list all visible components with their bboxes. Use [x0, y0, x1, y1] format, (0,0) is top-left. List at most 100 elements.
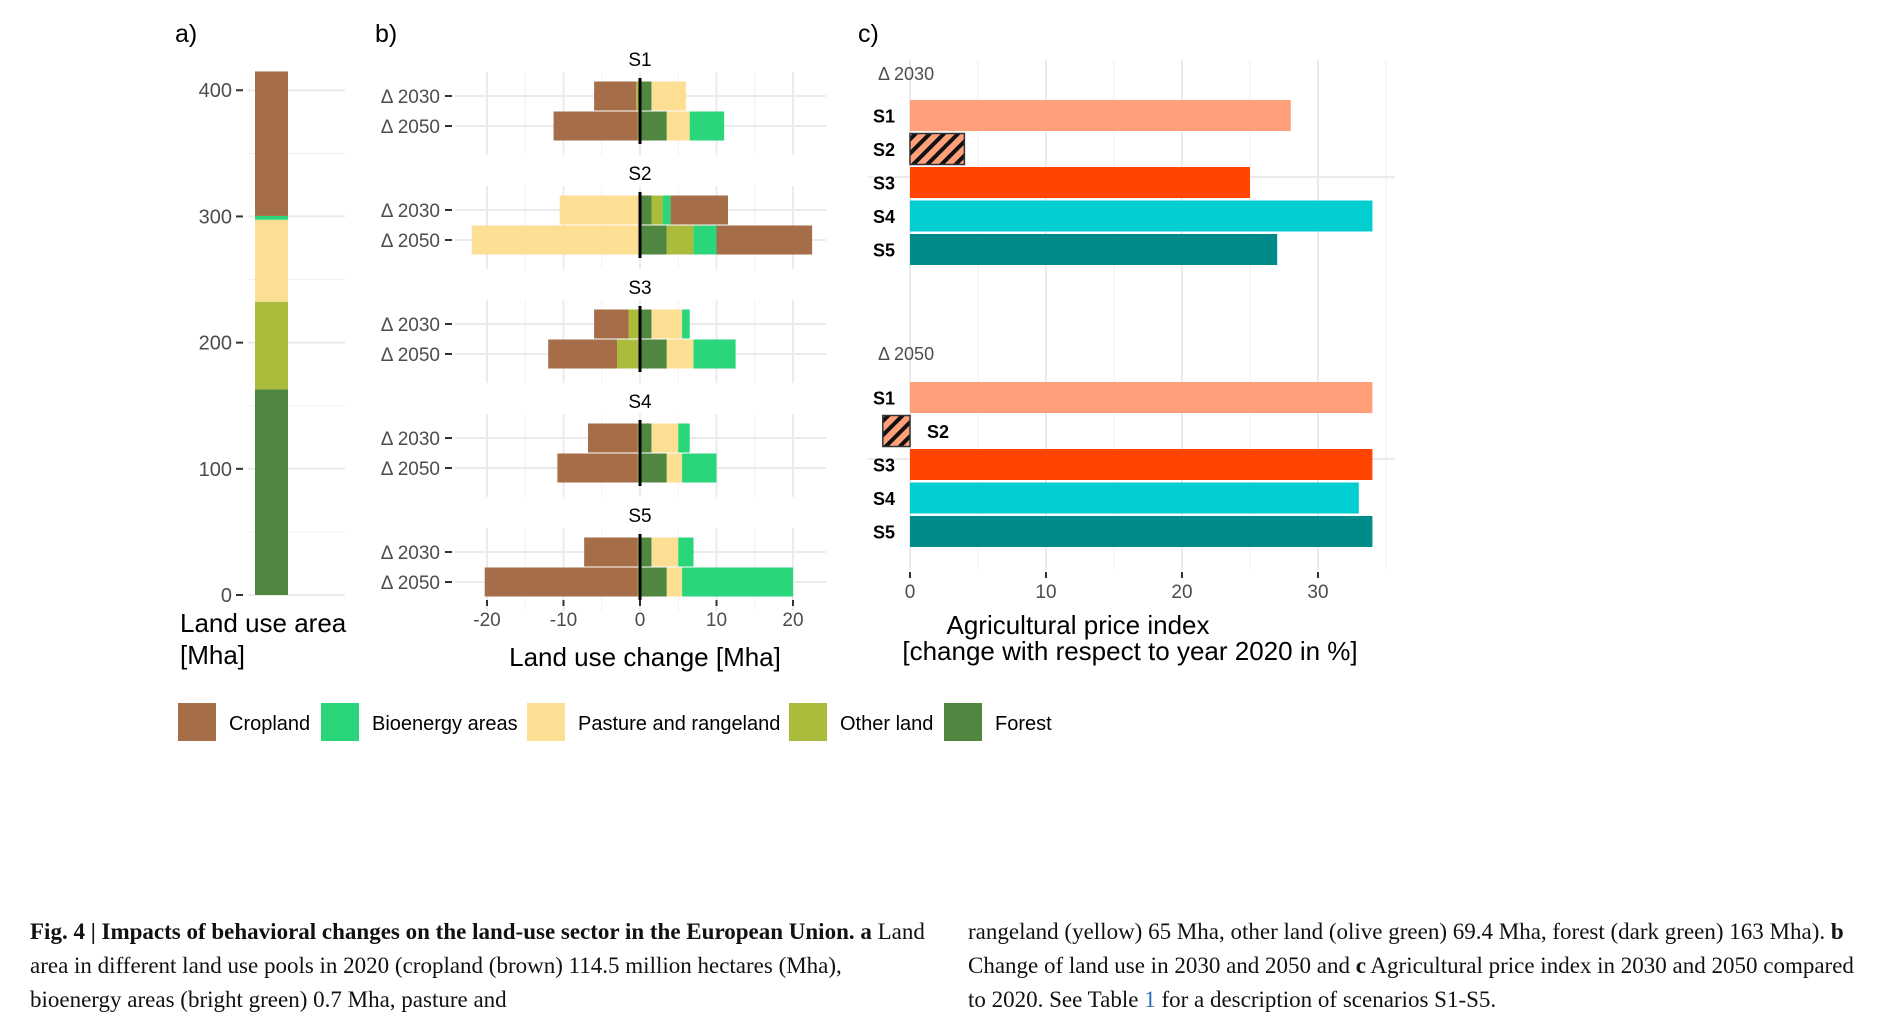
row-label: Δ 2030: [381, 543, 440, 564]
bar-bioenergy-positive: [682, 567, 793, 597]
row-label: Δ 2030: [381, 315, 440, 336]
bar-s1: [910, 382, 1373, 413]
category-label: S2: [873, 140, 895, 160]
category-label: S1: [873, 389, 895, 409]
bar-other_land-positive: [666, 225, 694, 255]
bar-pasture-positive: [651, 537, 679, 567]
caption-a: a: [854, 919, 872, 944]
row-label: Δ 2050: [381, 231, 440, 252]
bar-segment-bioenergy: [255, 215, 288, 220]
group-title: Δ 2050: [878, 344, 934, 364]
legend-label-forest: Forest: [995, 713, 1052, 735]
x-axis-label: Land use change [Mha]: [509, 642, 781, 672]
bar-pasture-positive: [651, 309, 683, 339]
x-tick-label: -20: [473, 610, 500, 631]
bar-pasture-negative: [471, 225, 640, 255]
facet-title: S2: [628, 164, 651, 185]
legend-swatch-pasture: [527, 703, 565, 741]
bar-s2: [882, 414, 911, 448]
bar-cropland-negative: [594, 81, 637, 111]
bar-pasture-positive: [666, 453, 683, 483]
legend-swatch-bioenergy: [321, 703, 359, 741]
caption-right-text-2: Change of land use in 2030 and 2050 and: [968, 953, 1350, 978]
caption-right-text-1: rangeland (yellow) 65 Mha, other land (o…: [968, 919, 1826, 944]
x-tick-label: 0: [905, 582, 916, 603]
bar-bioenergy-positive: [662, 195, 671, 225]
bar-other_land-negative: [636, 81, 640, 111]
bar-pasture-positive: [666, 567, 683, 597]
facet-title: S3: [628, 278, 651, 299]
category-label: S3: [873, 456, 895, 476]
bar-bioenergy-positive: [678, 423, 690, 453]
bar-cropland-negative: [584, 537, 638, 567]
row-label: Δ 2050: [381, 573, 440, 594]
category-label: S3: [873, 174, 895, 194]
row-label: Δ 2030: [381, 87, 440, 108]
caption-b: b: [1825, 919, 1844, 944]
bar-segment-other_land: [255, 301, 288, 390]
bar-forest-positive: [640, 339, 667, 369]
x-axis-label-line-2: [change with respect to year 2020 in %]: [902, 636, 1357, 666]
legend-label-other_land: Other land: [840, 713, 933, 735]
bar-forest-positive: [640, 195, 652, 225]
bar-forest-positive: [640, 567, 667, 597]
bar-s3: [910, 449, 1373, 480]
bar-cropland-negative: [484, 567, 638, 597]
row-label: Δ 2050: [381, 117, 440, 138]
caption-right-text-3: Agricultural price index in 2030 and 205…: [968, 953, 1854, 1012]
bar-forest-positive: [640, 423, 652, 453]
legend-swatch-forest: [944, 703, 982, 741]
bar-bioenergy-positive: [689, 111, 725, 141]
bar-segment-cropland: [255, 71, 288, 216]
bar-s4: [910, 482, 1359, 514]
bar-cropland-negative: [553, 111, 638, 141]
y-tick-label: 400: [199, 80, 232, 102]
bar-s1: [910, 100, 1291, 131]
y-tick-label: 100: [199, 459, 232, 481]
bar-s4: [910, 200, 1373, 232]
bar-bioenergy-positive: [682, 453, 717, 483]
bar-s3: [910, 167, 1250, 198]
axis-label-line: Land use area: [180, 608, 347, 638]
bar-pasture-negative: [559, 195, 640, 225]
bar-cropland-negative: [587, 423, 638, 453]
caption-c: c: [1349, 953, 1366, 978]
bar-bioenergy-positive: [693, 339, 736, 369]
y-tick-label: 300: [199, 206, 232, 228]
bar-pasture-positive: [666, 111, 690, 141]
caption-right: rangeland (yellow) 65 Mha, other land (o…: [968, 915, 1868, 1017]
legend-label-bioenergy: Bioenergy areas: [372, 713, 518, 735]
facet-title: S1: [628, 50, 651, 71]
x-tick-label: -10: [550, 610, 577, 631]
bar-s2: [909, 132, 966, 166]
table-link[interactable]: 1: [1138, 987, 1156, 1012]
facet-title: S4: [628, 392, 652, 413]
bar-cropland-positive: [670, 195, 728, 225]
panel-b-label: b): [375, 20, 397, 48]
axis-label-line: [Mha]: [180, 640, 245, 670]
category-label: S4: [873, 489, 895, 509]
legend: Cropland Bioenergy areas Pasture and range…: [178, 703, 1052, 741]
bar-segment-forest: [255, 389, 288, 595]
caption-left-text: Land area in different land use pools in…: [30, 919, 925, 1012]
bar-other_land-negative: [617, 339, 640, 369]
legend-label-pasture: Pasture and rangeland: [578, 713, 780, 735]
bar-cropland-positive: [716, 225, 813, 255]
caption-right-text-4: for a description of scenarios S1-S5.: [1155, 987, 1497, 1012]
panel-a-label: a): [175, 20, 197, 48]
category-label: S5: [873, 241, 895, 261]
x-tick-label: 20: [782, 610, 803, 631]
y-tick-label: 0: [221, 585, 232, 607]
legend-swatch-other_land: [789, 703, 827, 741]
bar-bioenergy-positive: [682, 309, 690, 339]
category-label: S5: [873, 523, 895, 543]
bar-cropland-negative: [594, 309, 629, 339]
x-tick-label: 10: [1035, 582, 1056, 603]
y-tick-label: 200: [199, 333, 232, 355]
facet-title: S5: [628, 506, 651, 527]
category-label: S4: [873, 207, 895, 227]
bar-s5: [910, 234, 1278, 265]
row-label: Δ 2030: [381, 429, 440, 450]
bar-s5: [910, 516, 1373, 547]
